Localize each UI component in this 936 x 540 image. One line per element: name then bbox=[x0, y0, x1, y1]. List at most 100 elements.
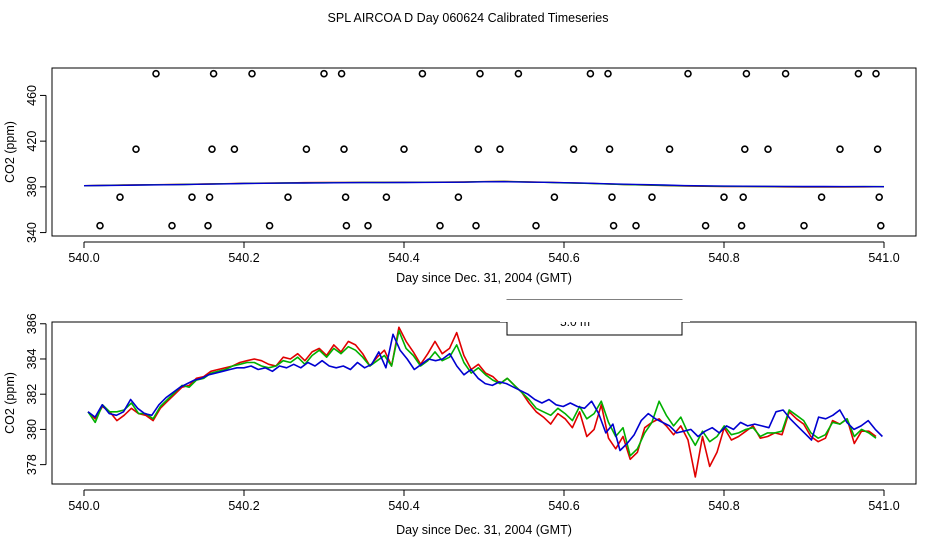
reference-point bbox=[701, 221, 710, 230]
top-series-group bbox=[83, 69, 885, 230]
bottom-y-axis-label: CO2 (ppm) bbox=[3, 372, 17, 434]
top-x-tick-label: 540.8 bbox=[708, 251, 739, 265]
reference-point bbox=[284, 193, 292, 201]
top-x-tick-label: 540.0 bbox=[68, 251, 99, 265]
top-x-tick-label: 540.2 bbox=[228, 251, 259, 265]
reference-point bbox=[248, 69, 256, 78]
reference-point bbox=[737, 221, 746, 230]
reference-point bbox=[764, 145, 772, 153]
top-series-line-blue bbox=[83, 180, 885, 188]
bottom-chart-panel: 540.0 540.2 540.4 540.6 540.8 541.0 378 380 382… bbox=[3, 299, 917, 537]
reference-point bbox=[740, 145, 749, 153]
reference-point bbox=[586, 69, 595, 78]
legend-box: 5.0 m bbox=[500, 299, 690, 336]
bottom-x-axis-label: Day since Dec. 31, 2004 (GMT) bbox=[396, 523, 572, 537]
bottom-x-tick-label: 540.4 bbox=[388, 499, 419, 513]
reference-point bbox=[684, 69, 692, 78]
bottom-x-tick-label: 540.8 bbox=[708, 499, 739, 513]
bottom-y-tick-label: 386 bbox=[25, 313, 39, 334]
reference-point bbox=[781, 69, 790, 78]
reference-point bbox=[132, 145, 140, 153]
reference-point bbox=[364, 221, 372, 230]
reference-point bbox=[875, 193, 884, 201]
top-x-tick-label: 540.6 bbox=[548, 251, 579, 265]
reference-point bbox=[648, 193, 656, 201]
reference-point bbox=[188, 193, 196, 201]
reference-point bbox=[205, 193, 214, 201]
bottom-x-tick-label: 541.0 bbox=[868, 499, 899, 513]
reference-point bbox=[800, 221, 808, 230]
reference-point bbox=[496, 145, 504, 153]
reference-point bbox=[872, 69, 880, 78]
reference-point bbox=[230, 145, 239, 153]
reference-point bbox=[665, 145, 674, 153]
bottom-x-tick-label: 540.0 bbox=[68, 499, 99, 513]
reference-point bbox=[739, 193, 748, 201]
reference-point bbox=[720, 193, 728, 201]
reference-point bbox=[474, 145, 483, 153]
reference-point bbox=[569, 145, 578, 153]
reference-point bbox=[341, 193, 350, 201]
bottom-y-axis: 378 380 382 384 386 bbox=[25, 313, 47, 475]
bottom-series-line-blue bbox=[87, 333, 883, 452]
reference-point bbox=[742, 69, 751, 78]
bottom-y-tick-label: 382 bbox=[25, 384, 39, 405]
reference-point bbox=[400, 145, 408, 153]
reference-point bbox=[168, 221, 176, 230]
reference-point bbox=[337, 69, 346, 78]
top-x-tick-label: 541.0 bbox=[868, 251, 899, 265]
reference-point bbox=[476, 69, 484, 78]
bottom-y-tick-label: 384 bbox=[25, 349, 39, 370]
reference-point bbox=[514, 69, 523, 78]
reference-point bbox=[876, 221, 885, 230]
reference-point bbox=[208, 145, 216, 153]
bottom-series-line-red bbox=[87, 326, 877, 478]
bottom-x-tick-label: 540.2 bbox=[228, 499, 259, 513]
reference-point bbox=[340, 145, 348, 153]
reference-point bbox=[454, 193, 463, 201]
reference-point bbox=[632, 221, 640, 230]
bottom-series-line-green bbox=[87, 329, 877, 457]
top-plot-frame bbox=[51, 67, 917, 237]
top-y-tick-label: 420 bbox=[25, 131, 39, 152]
reference-point bbox=[116, 193, 124, 201]
reference-point bbox=[532, 221, 540, 230]
top-y-tick-label: 460 bbox=[25, 85, 39, 106]
top-y-tick-label: 380 bbox=[25, 176, 39, 197]
bottom-x-axis: 540.0 540.2 540.4 540.6 540.8 541.0 bbox=[68, 489, 900, 513]
top-x-axis: 540.0 540.2 540.4 540.6 540.8 541.0 bbox=[68, 241, 900, 265]
reference-point bbox=[265, 221, 274, 230]
reference-point bbox=[604, 69, 612, 78]
reference-point bbox=[382, 193, 391, 201]
top-chart-panel: 540.0 540.2 540.4 540.6 540.8 541.0 340 380 420… bbox=[3, 67, 917, 285]
reference-point bbox=[836, 145, 844, 153]
reference-point bbox=[302, 145, 311, 153]
reference-point bbox=[609, 221, 618, 230]
top-x-tick-label: 540.4 bbox=[388, 251, 419, 265]
reference-point bbox=[436, 221, 444, 230]
reference-point bbox=[342, 221, 351, 230]
bottom-plot-frame bbox=[51, 321, 917, 485]
reference-point bbox=[418, 69, 427, 78]
bottom-series-group bbox=[87, 326, 883, 478]
bottom-y-tick-label: 380 bbox=[25, 419, 39, 440]
reference-point bbox=[96, 221, 104, 230]
top-y-tick-label: 340 bbox=[25, 222, 39, 243]
reference-point bbox=[152, 69, 160, 78]
reference-point bbox=[854, 69, 863, 78]
reference-point bbox=[605, 145, 614, 153]
bottom-x-tick-label: 540.6 bbox=[548, 499, 579, 513]
top-x-axis-label: Day since Dec. 31, 2004 (GMT) bbox=[396, 271, 572, 285]
reference-point bbox=[873, 145, 882, 153]
figure-title: SPL AIRCOA D Day 060624 Calibrated Times… bbox=[328, 11, 609, 25]
reference-point bbox=[817, 193, 826, 201]
reference-point bbox=[550, 193, 559, 201]
top-y-axis-label: CO2 (ppm) bbox=[3, 121, 17, 183]
reference-point bbox=[204, 221, 212, 230]
top-y-axis: 340 380 420 460 bbox=[25, 85, 47, 243]
bottom-y-tick-label: 378 bbox=[25, 454, 39, 475]
reference-point bbox=[320, 69, 328, 78]
reference-point bbox=[209, 69, 218, 78]
reference-point bbox=[608, 193, 616, 201]
